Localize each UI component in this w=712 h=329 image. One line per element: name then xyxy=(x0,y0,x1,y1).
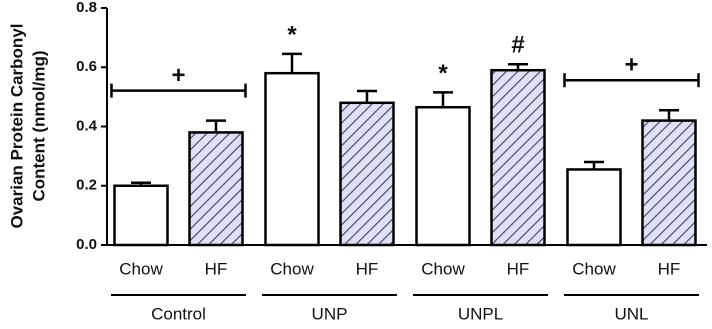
bar xyxy=(641,119,697,247)
x-tick-label: Chow xyxy=(119,259,163,278)
group-label: UNPL xyxy=(458,304,503,323)
x-tick-label: HF xyxy=(507,259,530,278)
y-tick-label: 0.6 xyxy=(76,58,97,75)
bar xyxy=(490,68,546,247)
annotation: + xyxy=(171,62,185,89)
y-axis-label: Ovarian Protein Carbonyl xyxy=(7,24,26,229)
bar xyxy=(264,71,320,247)
bar xyxy=(113,184,169,247)
x-tick-label: HF xyxy=(356,259,379,278)
x-tick-label: HF xyxy=(658,259,681,278)
x-tick-label: Chow xyxy=(572,259,616,278)
annotation: + xyxy=(624,52,638,79)
group-label: Control xyxy=(151,304,206,323)
y-tick-label: 0.0 xyxy=(76,236,97,253)
y-tick-label: 0.4 xyxy=(76,117,98,134)
bar xyxy=(339,101,395,247)
annotation: * xyxy=(438,60,448,87)
y-tick-label: 0.8 xyxy=(76,0,97,16)
group-label: UNL xyxy=(614,304,648,323)
bar xyxy=(566,168,622,247)
y-tick-label: 0.2 xyxy=(76,177,97,194)
bar xyxy=(188,131,244,247)
x-tick-label: Chow xyxy=(421,259,465,278)
annotation: # xyxy=(511,32,524,59)
annotation: * xyxy=(287,21,297,48)
x-tick-label: Chow xyxy=(270,259,314,278)
group-label: UNP xyxy=(312,304,348,323)
x-tick-label: HF xyxy=(205,259,228,278)
bar xyxy=(415,105,471,247)
y-axis-label: Content (nmol/mg) xyxy=(29,50,48,201)
